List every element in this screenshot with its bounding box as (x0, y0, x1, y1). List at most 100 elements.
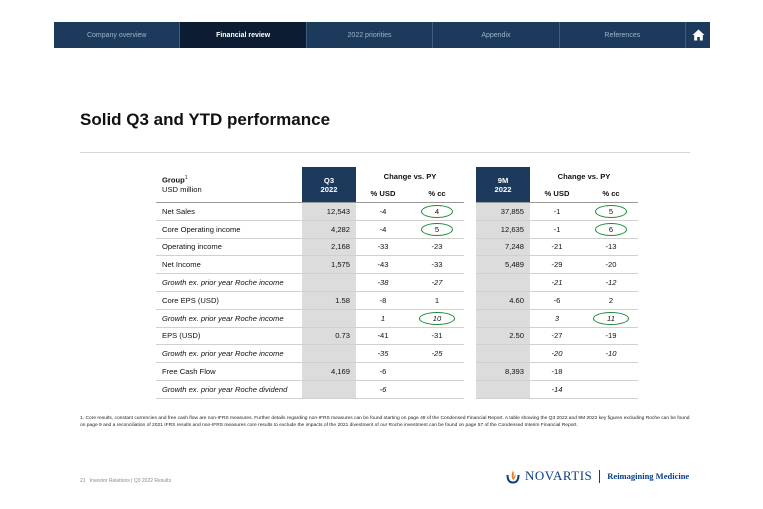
page-footer: 21 Investor Relations | Q3 2022 Results (80, 478, 171, 484)
ytd-change-header: Change vs. PY (557, 171, 611, 181)
ytd-usd-change: -21 (530, 273, 584, 292)
row-label: Net Income (156, 255, 302, 275)
table-row: Growth ex. prior year Roche income 1 10 3 11 (156, 309, 638, 328)
tab-2022-priorities[interactable]: 2022 priorities (307, 22, 434, 48)
table-body: Group1 Q3 Change vs. PY 9M Change vs. PY… (156, 167, 638, 399)
home-button[interactable] (686, 22, 711, 48)
column-gap (464, 362, 476, 381)
q3-usd-change: -6 (356, 362, 410, 381)
ytd-usd-change: -1 (530, 202, 584, 221)
ytd-cc-change: -12 (584, 273, 638, 292)
highlight-circle: 10 (418, 311, 456, 325)
header-row-1: Group1 Q3 Change vs. PY 9M Change vs. PY (156, 167, 638, 185)
tab-appendix[interactable]: Appendix (433, 22, 560, 48)
novartis-flame-icon (506, 470, 520, 484)
ytd-value: 37,855 (476, 202, 530, 221)
ytd-usd-change: -18 (530, 362, 584, 381)
row-label: Net Sales (156, 202, 302, 221)
ytd-cc-change: -20 (584, 255, 638, 275)
q3-value: 2,168 (302, 238, 356, 257)
page-number: 21 (80, 478, 86, 484)
q3-value: 4,282 (302, 220, 356, 239)
tab-company-overview[interactable]: Company overview (54, 22, 181, 48)
q3-usd-change: -4 (356, 202, 410, 221)
highlight-circle: 5 (420, 222, 454, 236)
q3-value: 0.73 (302, 327, 356, 346)
ytd-value: 7,248 (476, 238, 530, 257)
q3-usd-change: 1 (356, 309, 410, 328)
unit-label: USD million (156, 185, 302, 203)
brand-tagline: Reimagining Medicine (607, 471, 690, 481)
q3-usd-change: -33 (356, 238, 410, 257)
row-label: Growth ex. prior year Roche income (156, 273, 302, 292)
table-row: EPS (USD) 0.73 -41 -31 2.50 -27 -19 (156, 327, 638, 346)
q3-cc-change: 10 (410, 309, 464, 328)
q3-cc-change: 5 (410, 220, 464, 239)
ytd-cc-change: -19 (584, 327, 638, 346)
row-label: Growth ex. prior year Roche income (156, 344, 302, 364)
q3-cc-change: -27 (410, 273, 464, 292)
q3-value (302, 309, 356, 328)
title-divider (80, 152, 690, 153)
ytd-header: 9M (476, 167, 530, 185)
row-label: Core EPS (USD) (156, 291, 302, 310)
ytd-value (476, 309, 530, 328)
ytd-usd-change: -27 (530, 327, 584, 346)
column-gap (464, 255, 476, 274)
ytd-usd-change: -6 (530, 291, 584, 310)
page-source: Investor Relations | Q3 2022 Results (89, 478, 172, 484)
ytd-value: 5,489 (476, 255, 530, 275)
column-gap (464, 273, 476, 292)
q3-year: 2022 (302, 185, 356, 203)
financial-table: Group1 Q3 Change vs. PY 9M Change vs. PY… (156, 167, 638, 399)
ytd-usd-header: % USD (530, 185, 584, 203)
q3-usd-header: % USD (356, 185, 410, 203)
q3-cc-change: -33 (410, 255, 464, 275)
q3-cc-change: -23 (410, 238, 464, 257)
table-row: Growth ex. prior year Roche dividend -6 -1… (156, 380, 638, 399)
column-gap (464, 309, 476, 328)
ytd-usd-change: 3 (530, 309, 584, 328)
highlight-circle: 6 (594, 222, 628, 236)
ytd-usd-change: -21 (530, 238, 584, 257)
ytd-cc-change: 5 (584, 202, 638, 221)
q3-usd-change: -4 (356, 220, 410, 239)
q3-cc-change: 1 (410, 291, 464, 310)
ytd-value (476, 344, 530, 364)
table-row: Net Sales 12,543 -4 4 37,855 -1 5 (156, 202, 638, 221)
q3-value (302, 380, 356, 399)
ytd-value: 8,393 (476, 362, 530, 381)
column-gap (464, 291, 476, 310)
q3-usd-change: -41 (356, 327, 410, 346)
table-row: Growth ex. prior year Roche income -38 -27… (156, 273, 638, 292)
brand-separator (599, 469, 601, 483)
tab-financial-review[interactable]: Financial review (180, 22, 307, 48)
ytd-cc-change: -10 (584, 344, 638, 364)
table-row: Operating income 2,168 -33 -23 7,248 -21 -13 (156, 238, 638, 257)
q3-value: 1.58 (302, 291, 356, 310)
q3-usd-change: -43 (356, 255, 410, 275)
row-label: EPS (USD) (156, 327, 302, 346)
brand-name: NOVARTIS (525, 468, 593, 483)
ytd-value: 2.50 (476, 327, 530, 346)
q3-value: 12,543 (302, 202, 356, 221)
q3-value: 1,575 (302, 255, 356, 275)
row-label: Free Cash Flow (156, 362, 302, 381)
q3-value (302, 344, 356, 364)
novartis-logo: NOVARTIS Reimagining Medicine (506, 468, 689, 484)
home-icon (692, 29, 705, 41)
q3-change-header: Change vs. PY (383, 171, 437, 181)
q3-value (302, 273, 356, 292)
footnote: 1. Core results, constant currencies and… (80, 416, 690, 428)
highlight-circle: 4 (420, 204, 454, 218)
q3-header: Q3 (302, 167, 356, 185)
ytd-cc-change: 11 (584, 309, 638, 328)
q3-cc-change: 4 (410, 202, 464, 221)
highlight-circle: 5 (594, 204, 628, 218)
group-header: Group1 (162, 175, 188, 185)
q3-value: 4,169 (302, 362, 356, 381)
ytd-usd-change: -1 (530, 220, 584, 239)
ytd-usd-change: -20 (530, 344, 584, 364)
tab-references[interactable]: References (560, 22, 687, 48)
ytd-usd-change: -14 (530, 380, 584, 399)
